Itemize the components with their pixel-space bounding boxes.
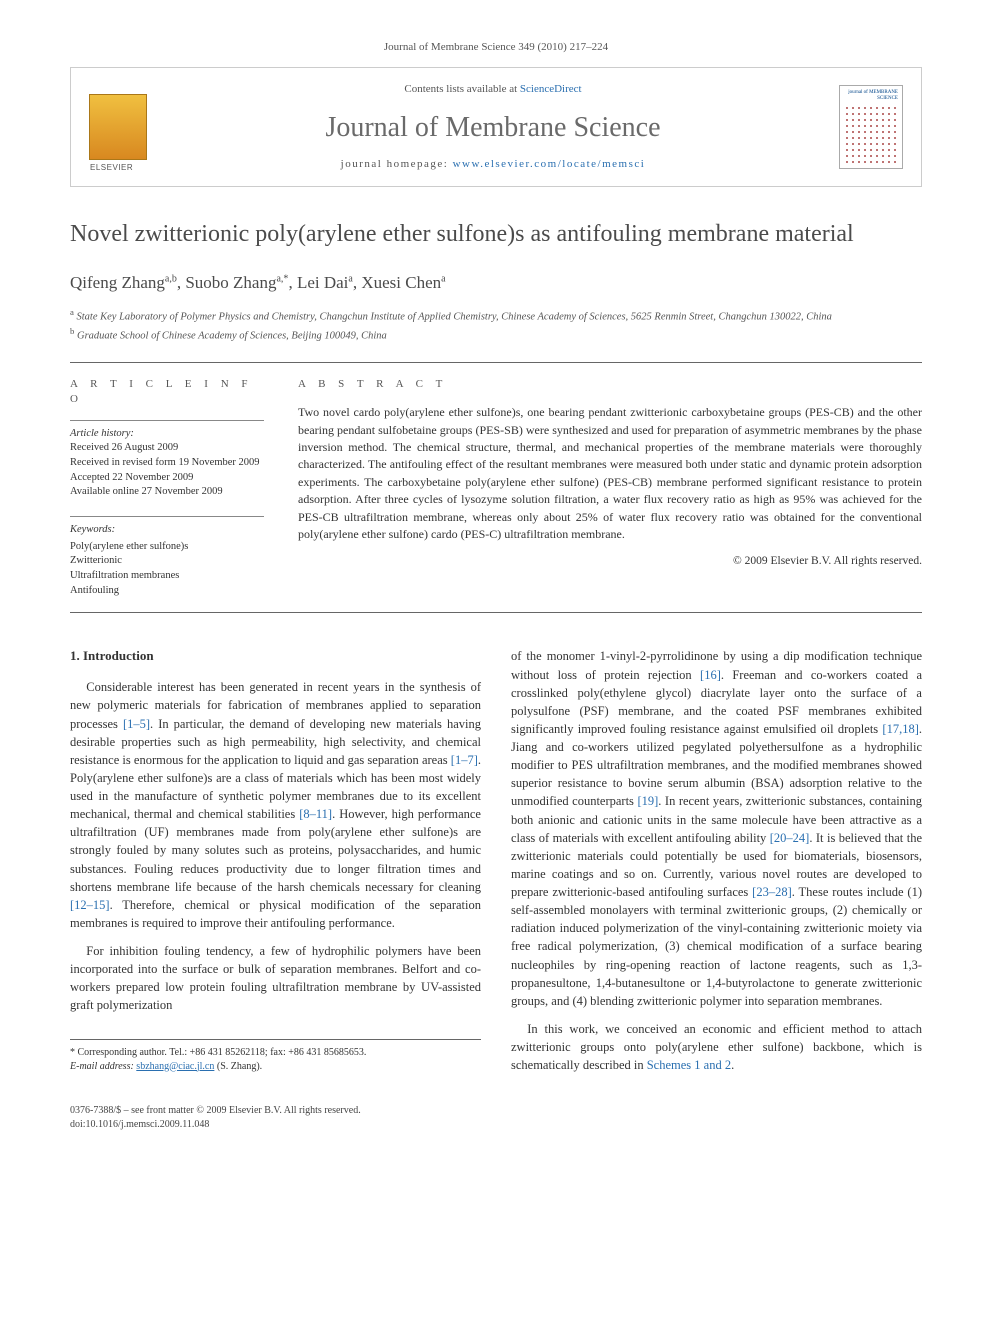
article-history-label: Article history: (70, 427, 264, 442)
keywords-label: Keywords: (70, 523, 264, 538)
affiliation-b-text: Graduate School of Chinese Academy of Sc… (77, 331, 387, 342)
journal-cover-thumbnail: journal of MEMBRANE SCIENCE (839, 85, 903, 169)
keyword-item: Ultrafiltration membranes (70, 569, 264, 584)
body-paragraph: In this work, we conceived an economic a… (511, 1020, 922, 1074)
info-rule-2 (70, 516, 264, 517)
body-paragraph: Considerable interest has been generated… (70, 678, 481, 932)
footer-doi: doi:10.1016/j.memsci.2009.11.048 (70, 1118, 922, 1132)
article-title: Novel zwitterionic poly(arylene ether su… (70, 219, 922, 250)
homepage-label: journal homepage: (341, 158, 453, 170)
affiliation-a: a State Key Laboratory of Polymer Physic… (70, 306, 922, 325)
footer-front-matter: 0376-7388/$ – see front matter © 2009 El… (70, 1104, 922, 1118)
keyword-item: Zwitterionic (70, 554, 264, 569)
contents-available-line: Contents lists available at ScienceDirec… (165, 82, 821, 97)
history-item: Received 26 August 2009 (70, 441, 264, 456)
author-aff-mark: a,* (276, 273, 288, 284)
abstract-copyright: © 2009 Elsevier B.V. All rights reserved… (298, 553, 922, 569)
author-aff-mark: a (348, 273, 352, 284)
author-name: Xuesi Chen (361, 273, 441, 292)
author-name: Suobo Zhang (185, 273, 276, 292)
body-paragraph: For inhibition fouling tendency, a few o… (70, 942, 481, 1015)
body-paragraph: of the monomer 1-vinyl-2-pyrrolidinone b… (511, 647, 922, 1010)
author-list: Qifeng Zhanga,b, Suobo Zhanga,*, Lei Dai… (70, 271, 922, 295)
contents-prefix: Contents lists available at (404, 83, 519, 95)
body-col-right: of the monomer 1-vinyl-2-pyrrolidinone b… (511, 647, 922, 1084)
info-rule-1 (70, 420, 264, 421)
keyword-item: Antifouling (70, 584, 264, 599)
corr-email-line: E-mail address: sbzhang@ciac.jl.cn (S. Z… (70, 1060, 481, 1074)
rule-top (70, 362, 922, 363)
history-item: Available online 27 November 2009 (70, 485, 264, 500)
abstract-heading: a b s t r a c t (298, 377, 922, 392)
section-title: Introduction (83, 648, 154, 663)
abstract-text: Two novel cardo poly(arylene ether sulfo… (298, 404, 922, 543)
affiliation-b: b Graduate School of Chinese Academy of … (70, 325, 922, 344)
journal-name: Journal of Membrane Science (165, 108, 821, 147)
cover-thumb-graphic (844, 105, 898, 164)
author-aff-mark: a,b (165, 273, 177, 284)
article-info-block: a r t i c l e i n f o Article history: R… (70, 377, 264, 599)
rule-bottom (70, 612, 922, 613)
history-item: Accepted 22 November 2009 (70, 471, 264, 486)
section-number: 1. (70, 648, 80, 663)
abstract-block: a b s t r a c t Two novel cardo poly(ary… (298, 377, 922, 599)
keyword-item: Poly(arylene ether sulfone)s (70, 540, 264, 555)
header-center: Contents lists available at ScienceDirec… (165, 82, 821, 172)
homepage-url-link[interactable]: www.elsevier.com/locate/memsci (453, 158, 646, 170)
affiliation-a-text: State Key Laboratory of Polymer Physics … (77, 312, 832, 323)
author-name: Qifeng Zhang (70, 273, 165, 292)
section-heading: 1. Introduction (70, 647, 481, 666)
corr-email-suffix: (S. Zhang). (217, 1061, 262, 1072)
footer-meta: 0376-7388/$ – see front matter © 2009 El… (70, 1104, 922, 1132)
corr-email-link[interactable]: sbzhang@ciac.jl.cn (136, 1061, 214, 1072)
corr-star: * (70, 1047, 75, 1058)
journal-header-box: Contents lists available at ScienceDirec… (70, 67, 922, 187)
top-citation-line: Journal of Membrane Science 349 (2010) 2… (70, 40, 922, 55)
body-columns: 1. Introduction Considerable interest ha… (70, 647, 922, 1084)
email-label: E-mail address: (70, 1061, 134, 1072)
article-info-heading: a r t i c l e i n f o (70, 377, 264, 408)
corr-line: * Corresponding author. Tel.: +86 431 85… (70, 1046, 481, 1060)
history-item: Received in revised form 19 November 200… (70, 456, 264, 471)
history-list: Received 26 August 2009 Received in revi… (70, 441, 264, 500)
sciencedirect-link[interactable]: ScienceDirect (520, 83, 582, 95)
corresponding-author-block: * Corresponding author. Tel.: +86 431 85… (70, 1039, 481, 1074)
author-aff-mark: a (441, 273, 445, 284)
journal-homepage-line: journal homepage: www.elsevier.com/locat… (165, 157, 821, 172)
keywords-list: Poly(arylene ether sulfone)s Zwitterioni… (70, 540, 264, 599)
elsevier-logo (89, 94, 147, 160)
body-col-left: 1. Introduction Considerable interest ha… (70, 647, 481, 1084)
author-name: Lei Dai (297, 273, 348, 292)
cover-thumb-title: journal of MEMBRANE SCIENCE (844, 90, 898, 101)
corr-text: Corresponding author. Tel.: +86 431 8526… (78, 1047, 367, 1058)
affiliations-block: a State Key Laboratory of Polymer Physic… (70, 306, 922, 343)
info-abstract-row: a r t i c l e i n f o Article history: R… (70, 377, 922, 599)
